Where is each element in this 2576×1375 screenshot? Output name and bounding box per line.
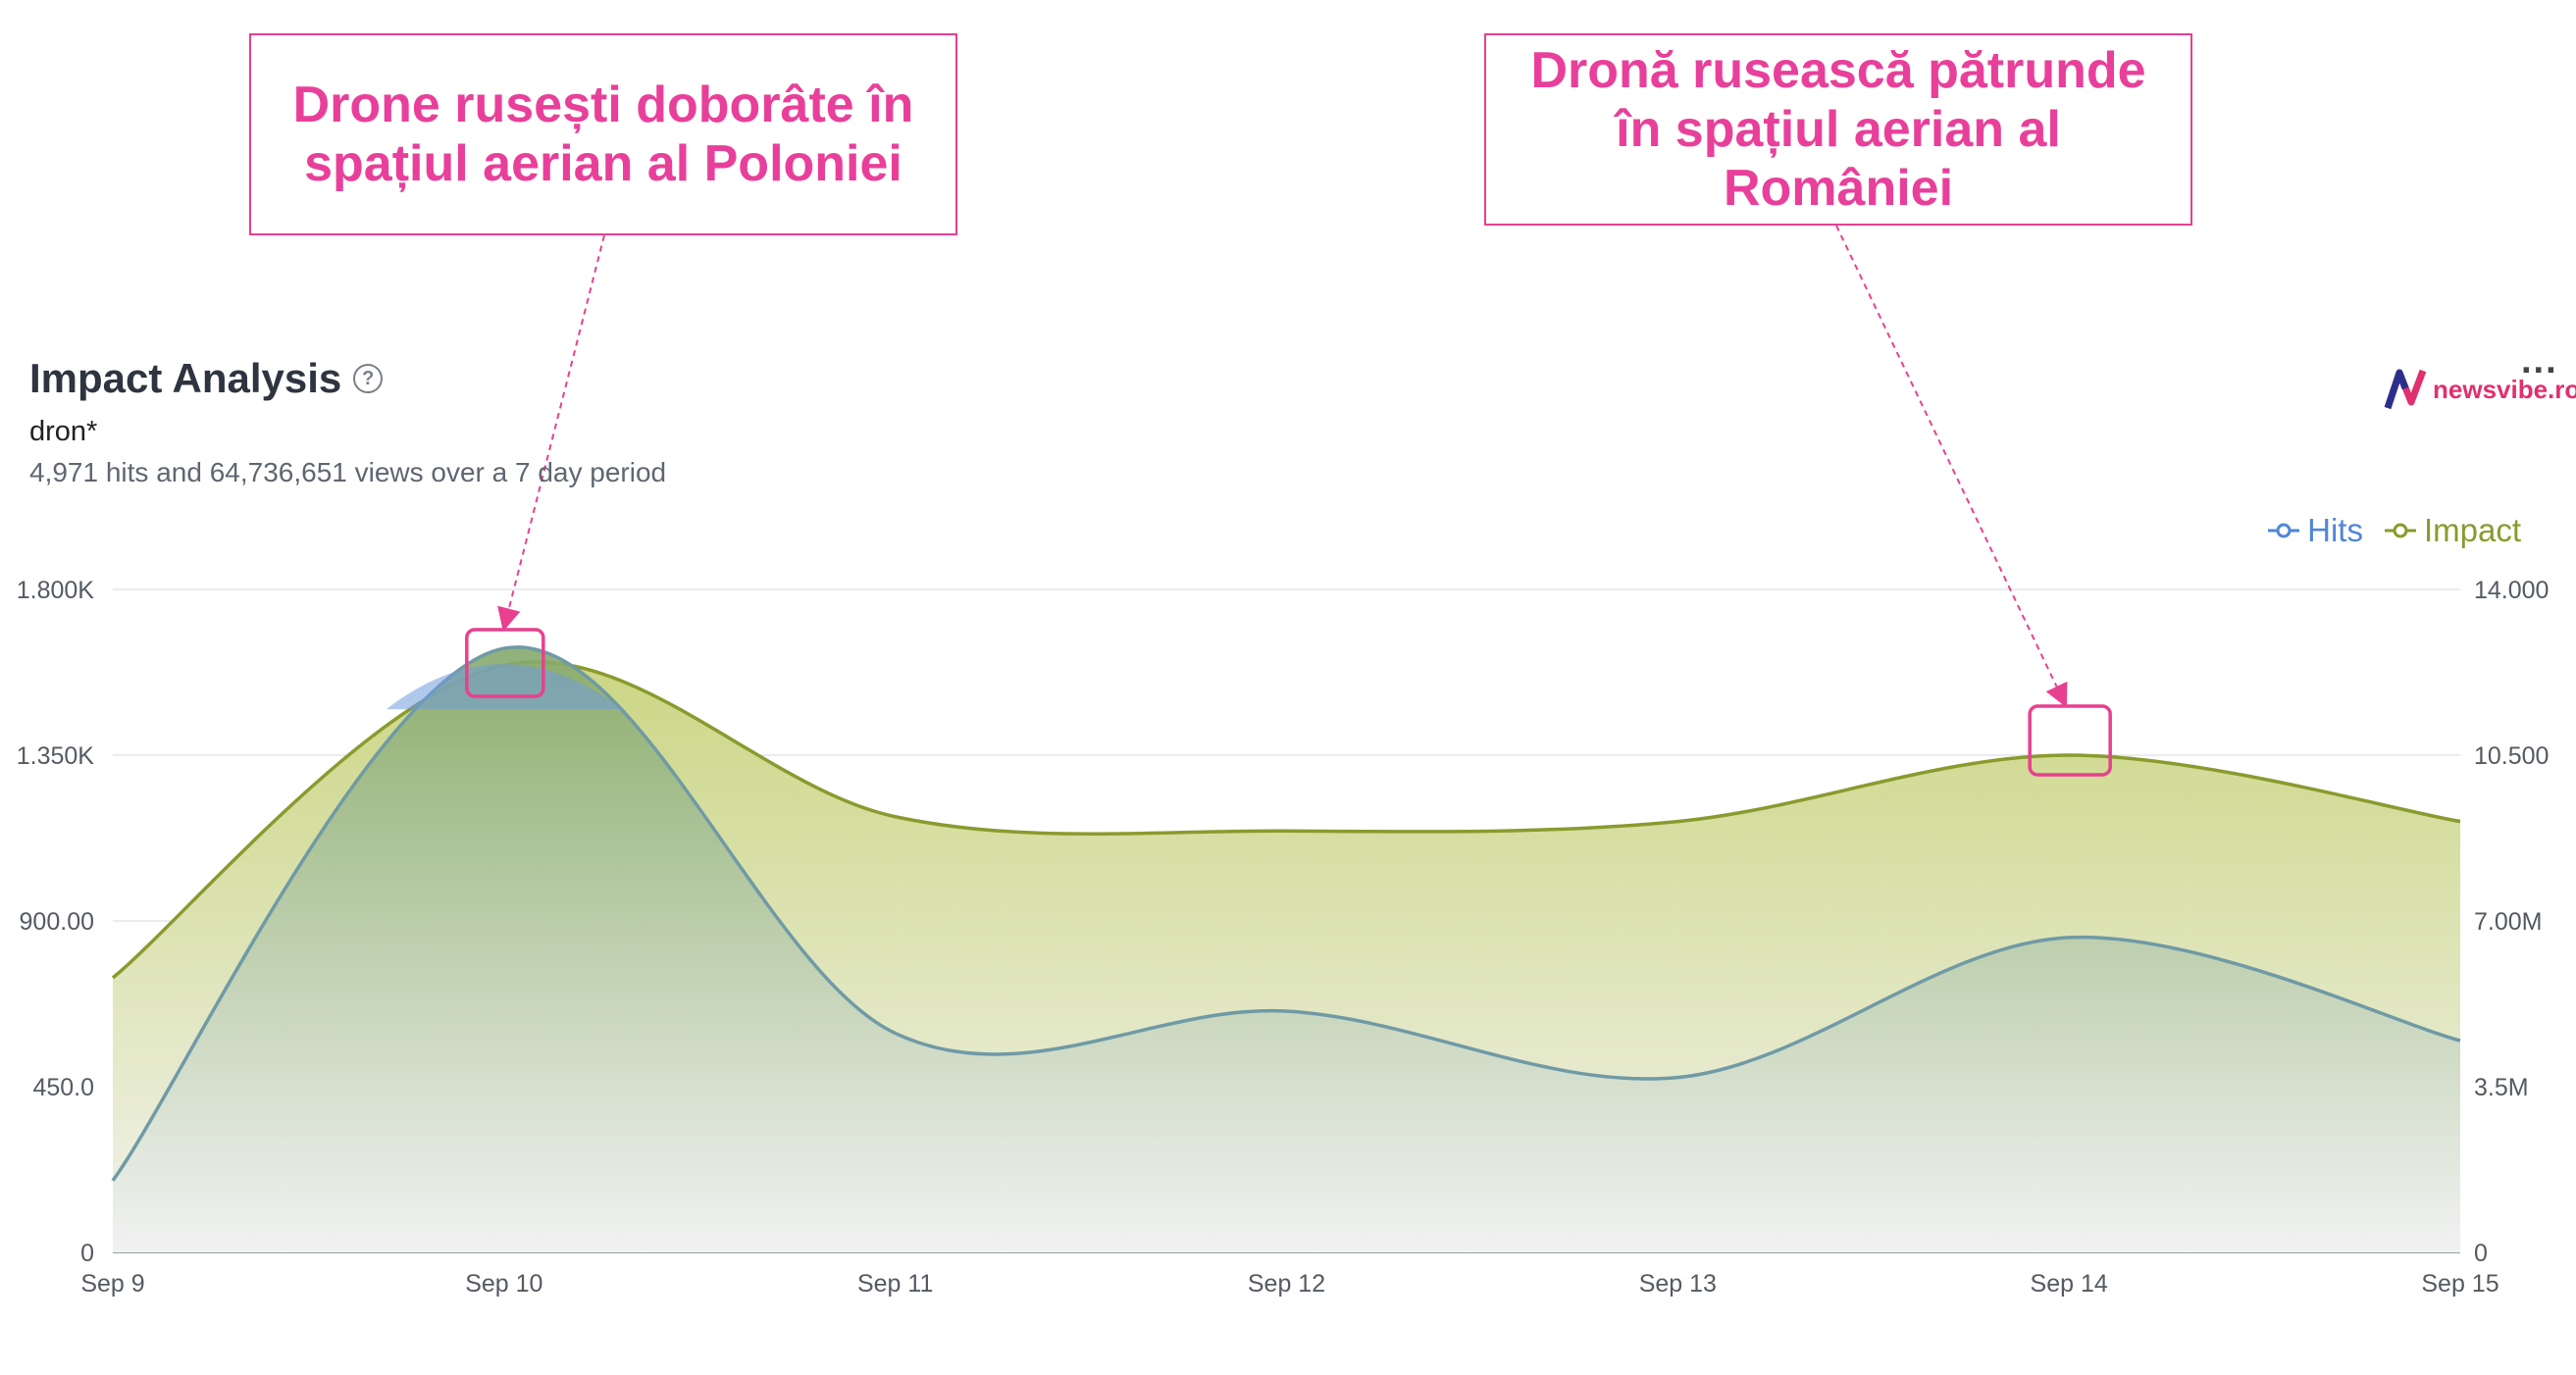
left-axis-tick-label: 1.350K bbox=[17, 742, 95, 770]
legend-hits-marker-icon bbox=[2268, 523, 2300, 538]
legend-hits-label: Hits bbox=[2307, 512, 2363, 548]
right-axis-tick-label: 3.5M bbox=[2474, 1074, 2529, 1101]
legend-impact-marker-icon bbox=[2384, 523, 2416, 538]
legend-item-hits[interactable]: Hits bbox=[2266, 512, 2363, 549]
annotation-right: Dronă rusească pătrunde în spațiul aeria… bbox=[1484, 33, 2192, 226]
left-axis-tick-label: 450.0 bbox=[32, 1074, 94, 1101]
x-axis-tick-label: Sep 14 bbox=[2031, 1270, 2108, 1298]
x-axis-tick-label: Sep 11 bbox=[857, 1270, 933, 1298]
chart-title: Impact Analysis? bbox=[29, 355, 384, 402]
logo: newsvibe.ro bbox=[2384, 365, 2576, 414]
right-axis-tick-label: 7.00M bbox=[2474, 908, 2542, 936]
annotation-left-text: Drone rusești doborâte în spațiul aerian… bbox=[292, 76, 914, 192]
logo-mark-icon bbox=[2384, 369, 2427, 410]
series-hits-line bbox=[111, 645, 2461, 1182]
x-axis-tick-label: Sep 9 bbox=[80, 1270, 144, 1298]
series-hits-area bbox=[113, 646, 2460, 1252]
x-axis-tick-label: Sep 10 bbox=[465, 1270, 542, 1298]
summary-text: 4,971 hits and 64,736,651 views over a 7… bbox=[29, 457, 667, 487]
x-axis-tick-label: Sep 12 bbox=[1248, 1270, 1325, 1298]
right-axis-tick-label: 10.500 bbox=[2474, 742, 2549, 770]
annotation-right-arrow bbox=[1835, 225, 2068, 708]
legend-item-impact[interactable]: Impact bbox=[2383, 512, 2521, 549]
series-hits-peak bbox=[386, 664, 622, 710]
annotation-left-arrow bbox=[497, 234, 605, 632]
query-text: dron* bbox=[29, 416, 98, 447]
chart-title-text: Impact Analysis bbox=[29, 355, 342, 401]
right-axis-tick-label: 0 bbox=[2474, 1240, 2488, 1267]
left-axis-tick-label: 0 bbox=[80, 1240, 94, 1267]
x-axis-tick-label: Sep 13 bbox=[1639, 1270, 1717, 1298]
x-axis-tick-label: Sep 15 bbox=[2421, 1270, 2499, 1298]
annotation-left: Drone rusești doborâte în spațiul aerian… bbox=[249, 33, 957, 235]
left-axis-tick-label: 1.800K bbox=[17, 577, 95, 604]
annotation-left-highlight-box bbox=[465, 628, 545, 698]
legend-impact-label: Impact bbox=[2423, 512, 2521, 548]
annotation-right-highlight-box bbox=[2028, 704, 2112, 777]
logo-text: newsvibe.ro bbox=[2433, 374, 2576, 404]
left-axis-tick-label: 900.00 bbox=[20, 908, 94, 936]
help-icon[interactable]: ? bbox=[353, 363, 384, 393]
legend: Hits Impact bbox=[2246, 512, 2521, 549]
annotation-right-text: Dronă rusească pătrunde în spațiul aeria… bbox=[1530, 42, 2146, 217]
right-axis-tick-label: 14.000 bbox=[2474, 577, 2549, 604]
